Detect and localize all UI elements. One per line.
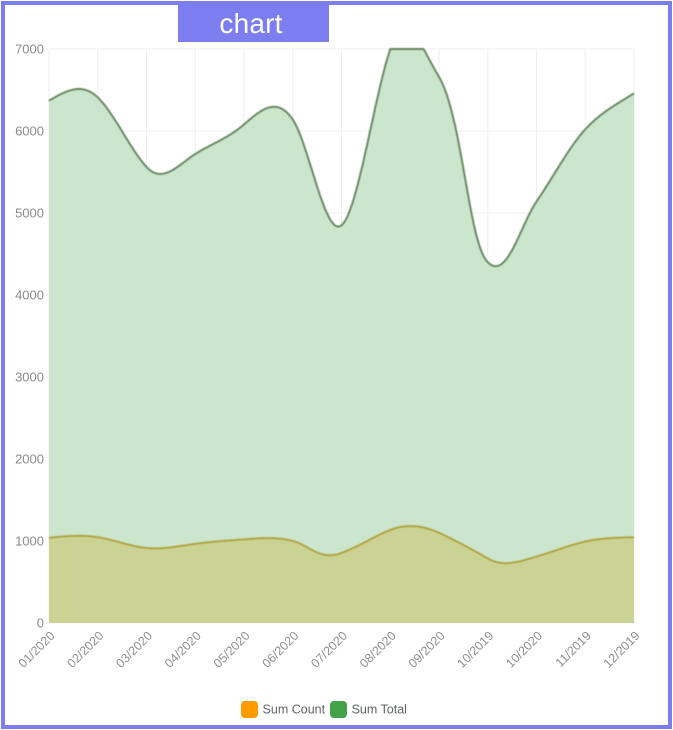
svg-text:01/2020: 01/2020 — [16, 629, 58, 671]
svg-text:10/2019: 10/2019 — [455, 629, 497, 671]
svg-text:2000: 2000 — [15, 452, 44, 467]
svg-text:7000: 7000 — [15, 42, 44, 57]
svg-text:11/2019: 11/2019 — [553, 629, 594, 670]
svg-text:3000: 3000 — [15, 370, 44, 385]
svg-text:1000: 1000 — [15, 534, 44, 549]
svg-text:05/2020: 05/2020 — [211, 629, 253, 671]
svg-text:04/2020: 04/2020 — [162, 629, 204, 671]
svg-text:10/2020: 10/2020 — [503, 629, 545, 671]
svg-text:08/2020: 08/2020 — [357, 629, 399, 671]
svg-text:4000: 4000 — [15, 288, 44, 303]
svg-text:09/2020: 09/2020 — [406, 629, 448, 671]
svg-text:06/2020: 06/2020 — [260, 629, 302, 671]
svg-text:07/2020: 07/2020 — [308, 629, 350, 671]
svg-text:03/2020: 03/2020 — [113, 629, 155, 671]
svg-text:02/2020: 02/2020 — [65, 629, 107, 671]
svg-text:12/2019: 12/2019 — [601, 629, 643, 671]
svg-text:0: 0 — [37, 616, 44, 631]
svg-text:6000: 6000 — [15, 124, 44, 139]
svg-text:5000: 5000 — [15, 206, 44, 221]
